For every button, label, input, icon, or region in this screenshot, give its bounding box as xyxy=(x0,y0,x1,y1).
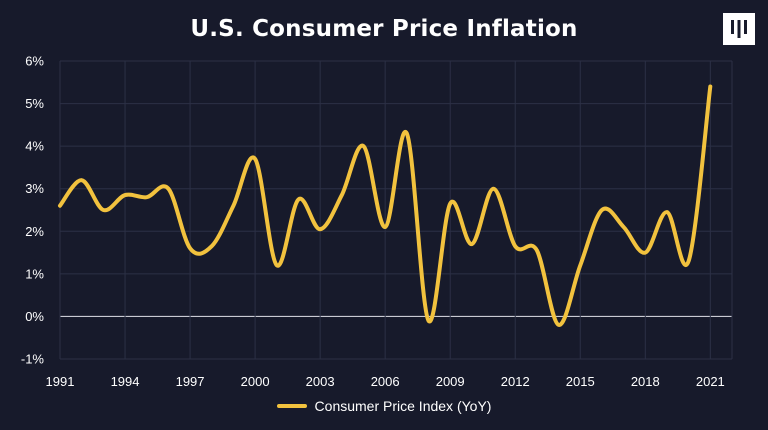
x-tick-label: 1991 xyxy=(46,374,75,389)
x-tick-label: 2015 xyxy=(566,374,595,389)
brand-logo-icon xyxy=(723,13,755,45)
x-tick-label: 2018 xyxy=(631,374,660,389)
series-layer xyxy=(58,84,713,327)
y-tick-label: 5% xyxy=(25,96,44,111)
legend-label: Consumer Price Index (YoY) xyxy=(314,398,492,414)
x-tick-label: 2000 xyxy=(241,374,270,389)
y-tick-label: 1% xyxy=(25,266,44,281)
x-tick-label: 1997 xyxy=(176,374,205,389)
legend: Consumer Price Index (YoY) xyxy=(0,398,768,414)
x-tick-label: 2021 xyxy=(696,374,725,389)
y-tick-label: 2% xyxy=(25,224,44,239)
axes: -1% 0% 1% 2% 3% 4% 5% 6% 1991 1994 1997 2000 2003 200… xyxy=(21,54,725,390)
x-tick-label: 1994 xyxy=(111,374,140,389)
x-tick-label: 2009 xyxy=(436,374,465,389)
y-tick-label: 0% xyxy=(25,309,44,324)
x-tick-label: 2012 xyxy=(501,374,530,389)
chart-title: U.S. Consumer Price Inflation xyxy=(190,16,578,42)
grid xyxy=(59,60,733,360)
legend-swatch xyxy=(276,404,307,408)
y-tick-label: 3% xyxy=(25,181,44,196)
x-tick-label: 2003 xyxy=(306,374,335,389)
y-tick-label: -1% xyxy=(21,352,45,367)
y-tick-label: 4% xyxy=(25,139,44,154)
y-tick-label: 6% xyxy=(25,54,44,69)
x-tick-label: 2006 xyxy=(371,374,400,389)
series-line-cpi xyxy=(58,84,713,327)
